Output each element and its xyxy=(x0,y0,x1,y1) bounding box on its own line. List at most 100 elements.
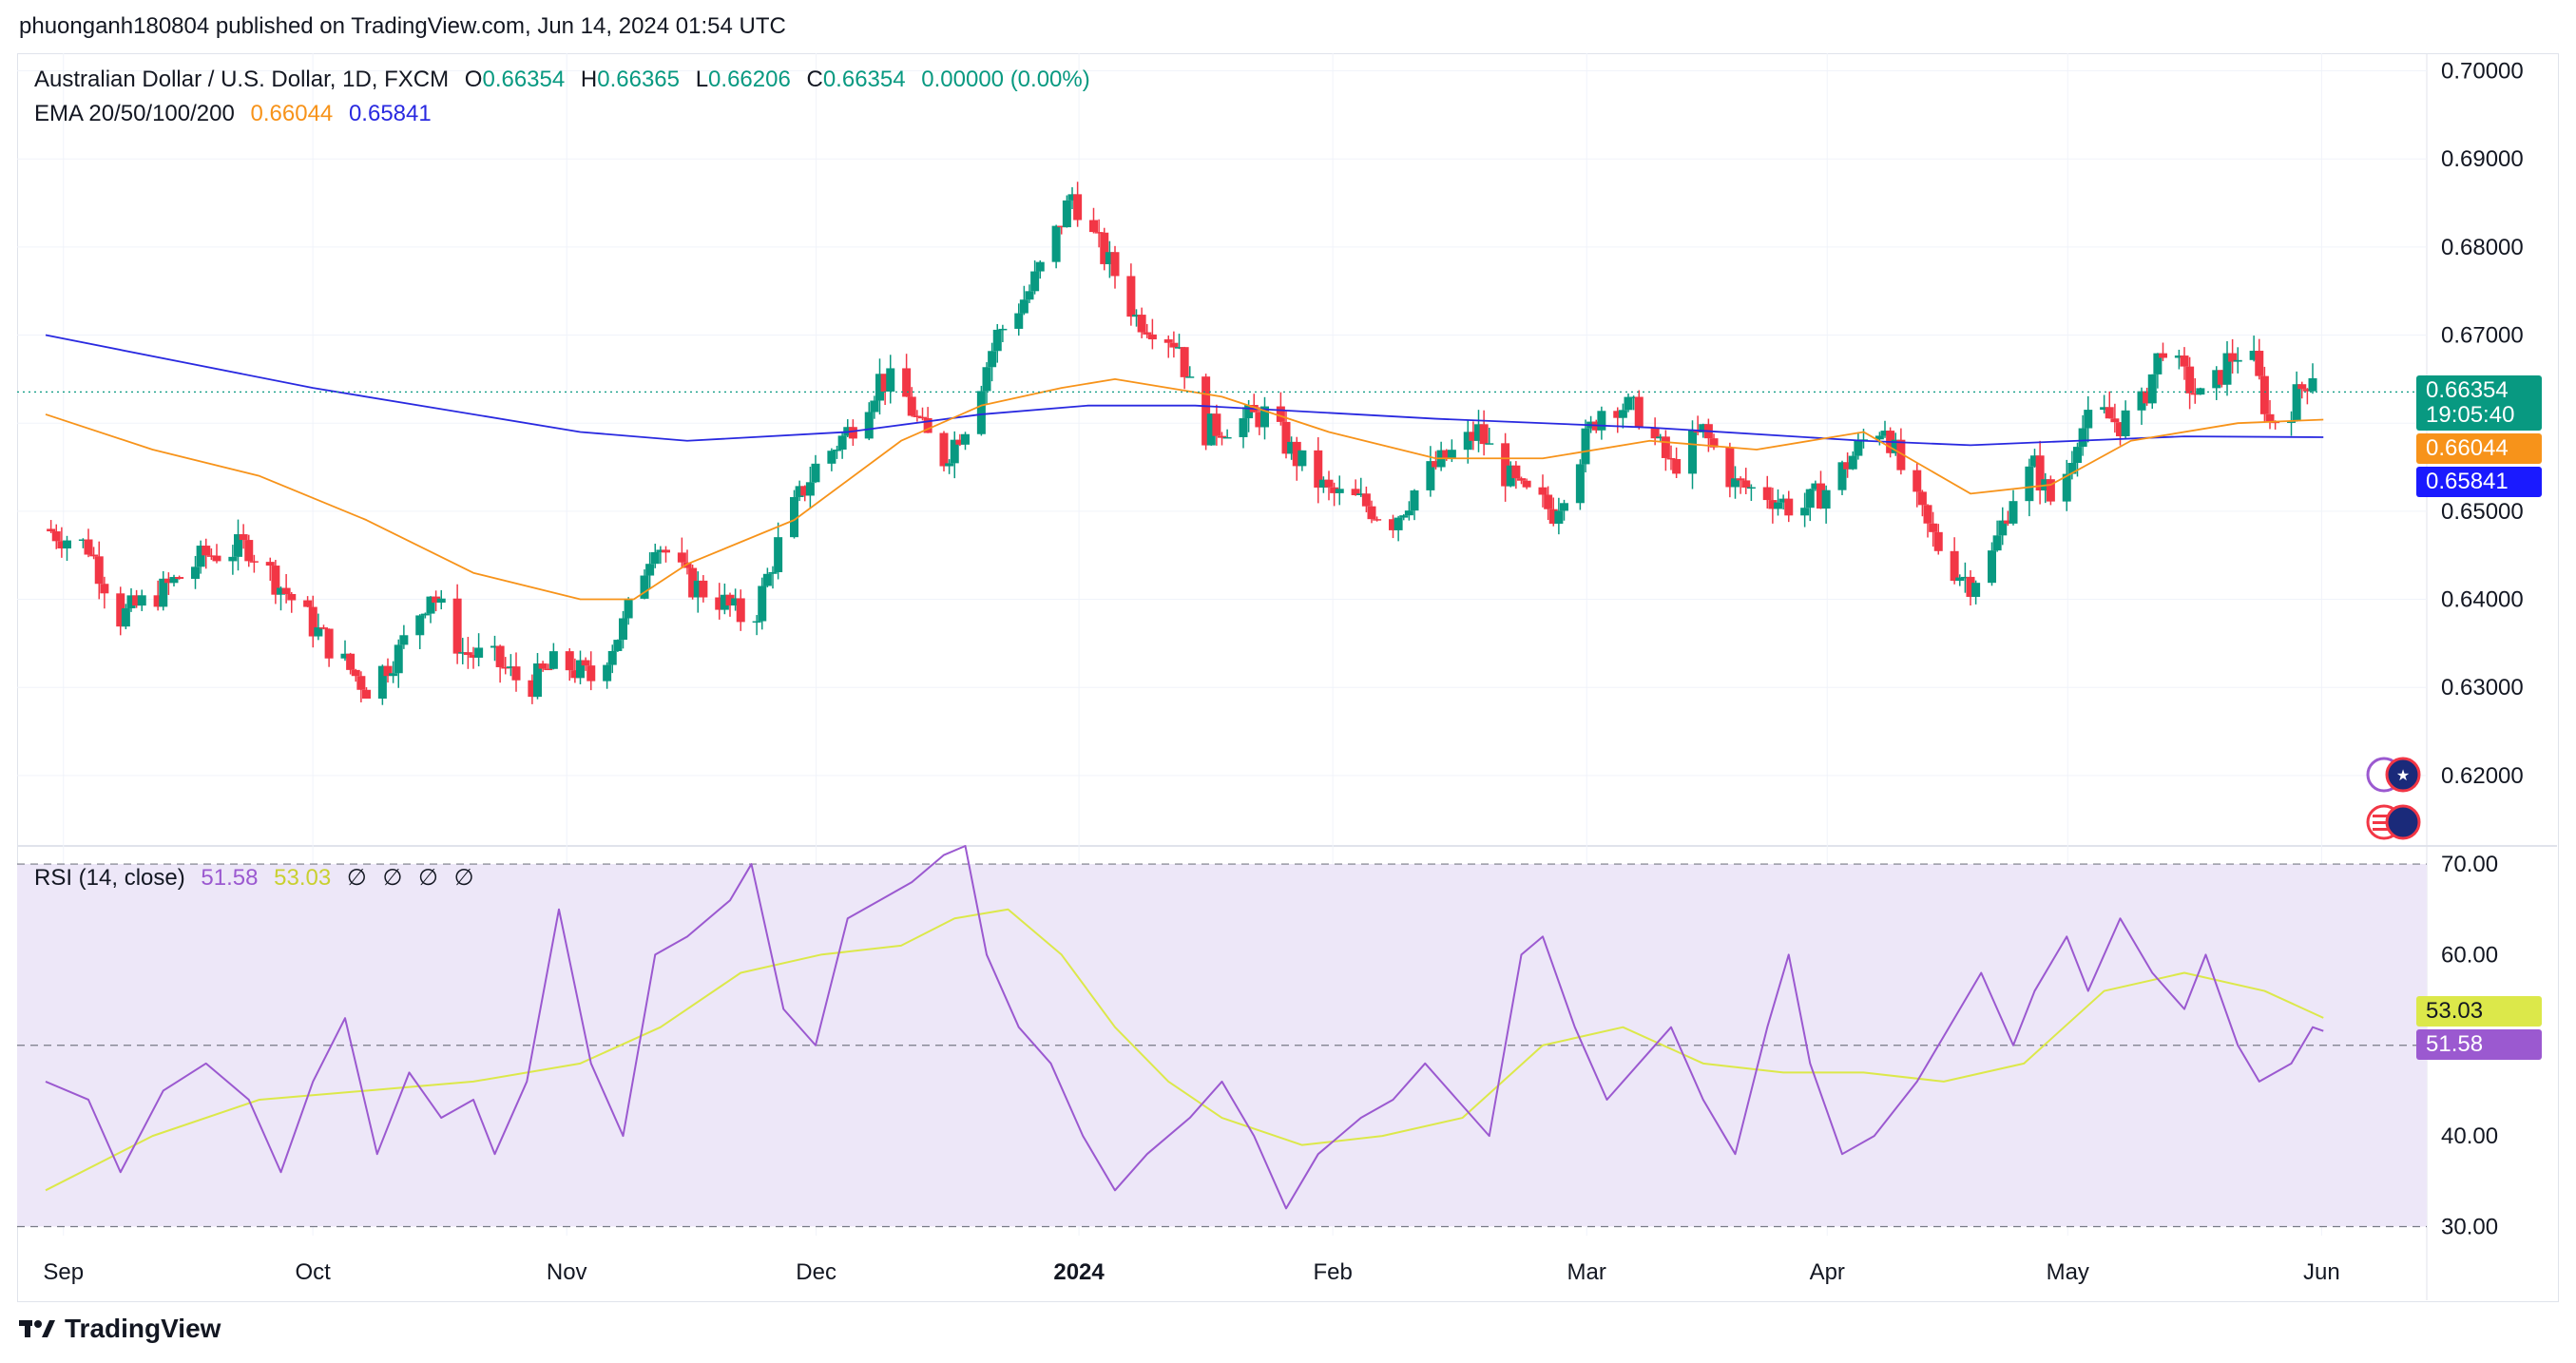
candle-down xyxy=(1212,413,1221,436)
candle-down xyxy=(202,546,211,556)
candle-down xyxy=(2259,375,2269,414)
candle-up xyxy=(2030,455,2039,467)
candle-down xyxy=(308,606,317,637)
candle-down xyxy=(528,680,537,698)
candle-up xyxy=(1287,441,1297,454)
candle-down xyxy=(682,562,692,568)
candle-down xyxy=(1762,487,1772,501)
candle-up xyxy=(2153,353,2163,374)
candle-up xyxy=(426,596,435,614)
rsi-label[interactable]: RSI (14, close) xyxy=(34,865,185,891)
candle-up xyxy=(988,351,997,368)
candle-down xyxy=(1917,491,1927,506)
candle-down xyxy=(1094,232,1104,234)
candle-up xyxy=(1035,261,1045,272)
candle-up xyxy=(2196,388,2205,395)
candle-up xyxy=(137,595,146,606)
candle-down xyxy=(356,676,366,690)
candle-down xyxy=(2046,479,2055,502)
candle-up xyxy=(314,627,323,637)
candle-up xyxy=(1298,450,1307,467)
candle-down xyxy=(175,577,184,579)
candle-up xyxy=(533,663,542,698)
candle-down xyxy=(1666,457,1676,460)
published-line: phuonganh180804 published on TradingView… xyxy=(19,13,786,39)
change-value: 0.00000 (0.00%) xyxy=(921,67,1090,92)
candle-up xyxy=(1688,430,1697,474)
rsi-value: 51.58 xyxy=(201,865,259,891)
candle-up xyxy=(603,664,612,682)
candle-down xyxy=(1843,462,1853,470)
candle-down xyxy=(1817,483,1825,509)
candle-down xyxy=(212,555,221,562)
low-label: L xyxy=(695,67,709,92)
candle-up xyxy=(2249,351,2259,360)
candle-down xyxy=(1966,576,1975,597)
rsi-tick-label: 70.00 xyxy=(2441,852,2498,877)
open-label: O xyxy=(464,67,483,92)
candle-up xyxy=(394,644,403,674)
aud-flag-icon[interactable]: ★ xyxy=(2365,756,2426,798)
candle-down xyxy=(880,374,890,392)
candle-down xyxy=(1276,406,1285,422)
candle-up xyxy=(1175,347,1183,349)
candle-up xyxy=(1335,489,1344,493)
candle-up xyxy=(2137,391,2146,411)
candle-up xyxy=(1774,502,1782,509)
na-mark: ∅ xyxy=(346,865,367,891)
candle-down xyxy=(132,595,142,606)
candle-up xyxy=(2292,384,2301,421)
symbol-label[interactable]: Australian Dollar / U.S. Dollar, 1D, FXC… xyxy=(34,67,450,92)
candle-up xyxy=(63,540,71,549)
candle-up xyxy=(774,537,783,573)
candle-down xyxy=(303,600,313,607)
candle-down xyxy=(939,432,949,467)
candle-down xyxy=(1650,427,1660,439)
candle-up xyxy=(805,482,815,496)
candle-up xyxy=(613,640,623,651)
candle-down xyxy=(2255,351,2264,376)
candle-up xyxy=(1699,424,1708,432)
candle-up xyxy=(1239,418,1248,437)
candle-up xyxy=(1971,583,1981,597)
footer-brand[interactable]: TradingView xyxy=(19,1314,221,1344)
candle-down xyxy=(432,596,441,604)
time-tick-label: Nov xyxy=(547,1259,587,1285)
candle-down xyxy=(544,668,553,671)
chart-frame[interactable] xyxy=(17,53,2559,1302)
candle-down xyxy=(2105,407,2114,419)
candle-up xyxy=(1185,376,1195,378)
open-value: 0.66354 xyxy=(482,67,566,92)
candle-up xyxy=(693,580,702,598)
candle-down xyxy=(1517,478,1526,481)
candle-up xyxy=(436,598,446,604)
candle-down xyxy=(1147,334,1157,340)
candle-up xyxy=(1848,455,1857,470)
candle-up xyxy=(731,598,740,606)
candle-down xyxy=(57,541,67,549)
candle-up xyxy=(1222,436,1232,439)
na-mark: ∅ xyxy=(382,865,403,891)
candle-up xyxy=(1629,396,1639,399)
candle-up xyxy=(945,463,954,467)
last-price: 0.66354 xyxy=(2426,377,2509,403)
rsi-tick-label: 40.00 xyxy=(2441,1123,2498,1149)
candle-down xyxy=(281,587,291,595)
candle-up xyxy=(1426,461,1435,490)
candle-down xyxy=(2265,413,2275,422)
candle-up xyxy=(1746,487,1756,490)
candle-down xyxy=(1725,447,1735,488)
candle-down xyxy=(1324,479,1334,488)
candle-down xyxy=(2217,370,2226,385)
usd-flag-icon[interactable] xyxy=(2365,803,2426,846)
candle-up xyxy=(950,439,959,464)
ema-orange-badge: 0.66044 xyxy=(2416,433,2542,464)
candle-up xyxy=(2009,501,2018,524)
candle-up xyxy=(1778,498,1788,503)
candle-down xyxy=(2116,422,2124,437)
ema-label[interactable]: EMA 20/50/100/200 xyxy=(34,101,235,126)
candle-down xyxy=(1361,493,1371,507)
price-legend: Australian Dollar / U.S. Dollar, 1D, FXC… xyxy=(34,67,1100,93)
candle-down xyxy=(1255,412,1264,428)
